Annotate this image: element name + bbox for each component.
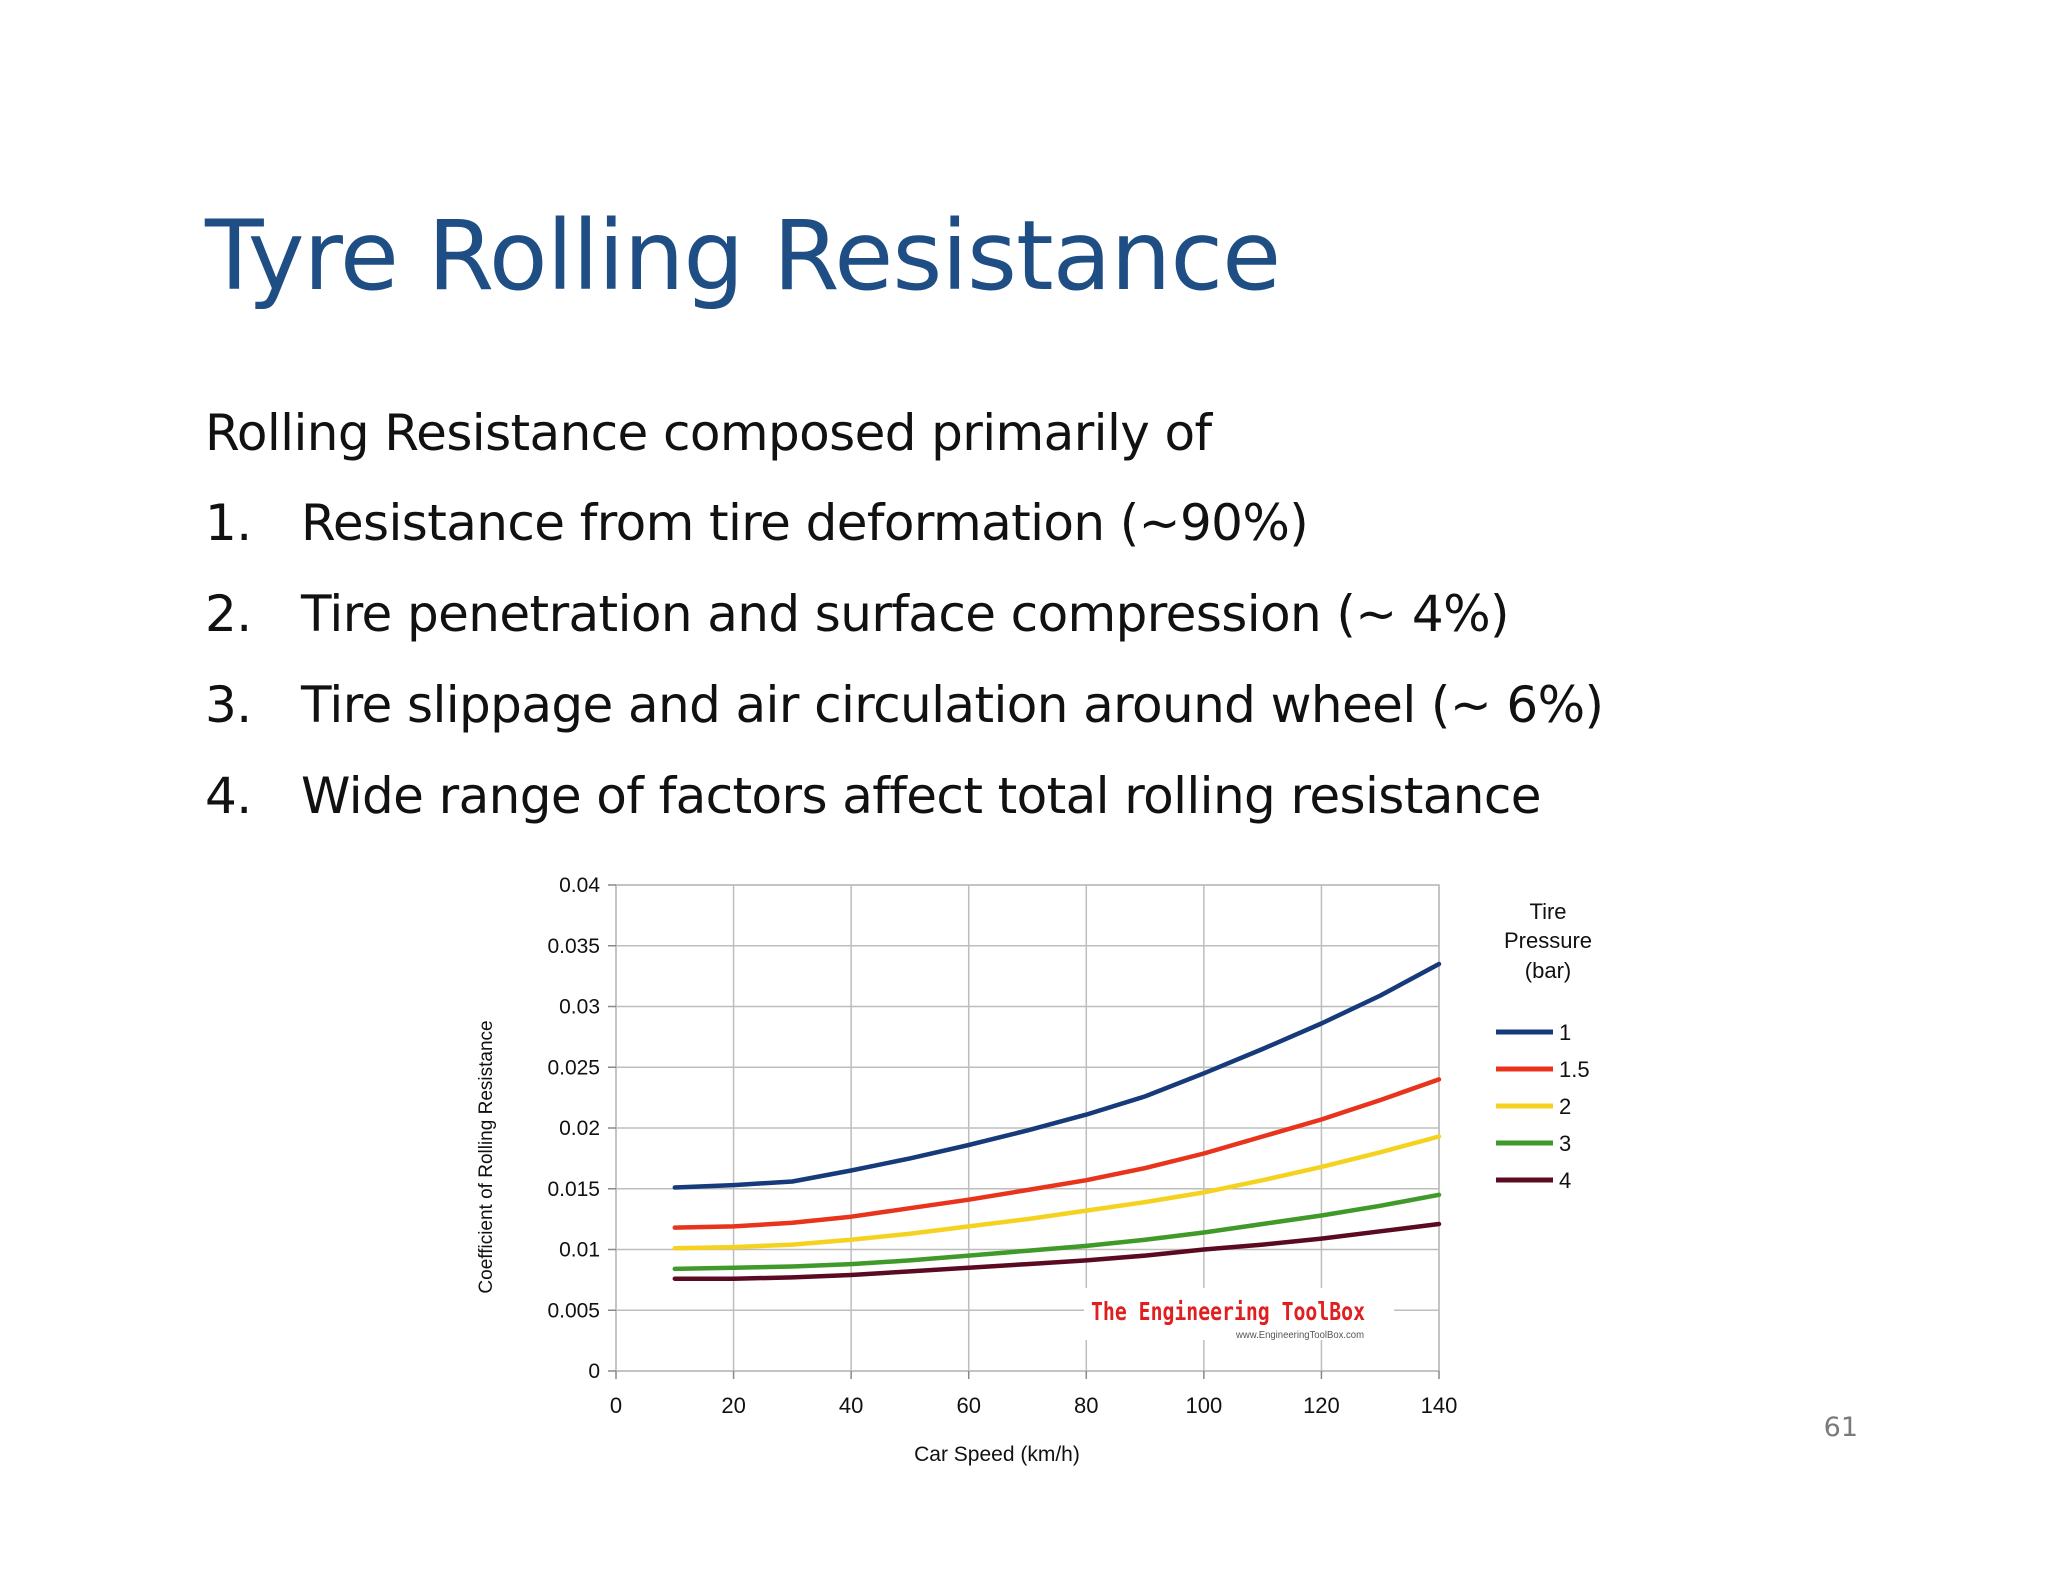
x-tick-label: 140 [1421, 1393, 1458, 1418]
y-tick-label: 0.015 [547, 1178, 600, 1201]
list-item-number: 2. [205, 585, 252, 643]
watermark-logo: The Engineering ToolBox [1091, 1297, 1365, 1326]
x-tick-label: 40 [839, 1393, 863, 1418]
list-item-text: Tire slippage and air circulation around… [301, 676, 1604, 734]
x-tick-label: 100 [1185, 1393, 1222, 1418]
series-line-1 [672, 961, 1442, 1190]
legend-label-1: 1 [1559, 1020, 1571, 1045]
page-number: 61 [1823, 1412, 1858, 1443]
chart-svg: 0 0.005 0.01 0.015 0.02 0.025 0.03 0.035 0.04 0 20… [476, 874, 1592, 1466]
watermark-background [1084, 1288, 1394, 1340]
list-item-text: Resistance from tire deformation (∼90%) [301, 494, 1309, 552]
y-tick-label: 0.005 [547, 1299, 600, 1322]
list-item-number: 4. [205, 767, 252, 825]
y-tick-label: 0.04 [559, 874, 600, 897]
list-item: 2. Tire penetration and surface compress… [205, 581, 1905, 672]
legend-label-3: 3 [1559, 1131, 1571, 1156]
slide-body: Rolling Resistance composed primarily of… [205, 400, 1905, 854]
y-tick-label: 0.01 [559, 1239, 600, 1262]
series-line-1.5 [672, 1077, 1442, 1230]
x-tick-label: 120 [1303, 1393, 1340, 1418]
x-axis-label: Car Speed (km/h) [914, 1443, 1080, 1466]
chart-watermark: The Engineering ToolBox www.EngineeringT… [1084, 1288, 1394, 1341]
y-tick-label: 0.035 [547, 935, 600, 958]
list-item-text: Tire penetration and surface compression… [301, 585, 1510, 643]
list-item-text: Wide range of factors affect total rolli… [301, 767, 1541, 825]
legend-title-line: Pressure [1504, 928, 1592, 953]
list-item: 3. Tire slippage and air circulation aro… [205, 672, 1905, 763]
y-tick-label: 0.02 [559, 1117, 600, 1140]
rolling-resistance-chart: 0 0.005 0.01 0.015 0.02 0.025 0.03 0.035 0.04 0 20… [460, 860, 1640, 1500]
y-tick-label: 0 [588, 1360, 600, 1383]
legend-title-line: Tire [1529, 899, 1566, 924]
list-item: 4. Wide range of factors affect total ro… [205, 763, 1905, 854]
legend-title-line: (bar) [1525, 958, 1571, 983]
legend-items: 1 1.5 2 3 4 [1496, 1020, 1590, 1193]
list-item-number: 3. [205, 676, 252, 734]
chart-legend: Tire Pressure (bar) 1 1.5 2 3 4 [1496, 899, 1592, 1193]
watermark-url: www.EngineeringToolBox.com [1235, 1330, 1364, 1341]
series-line-3 [672, 1192, 1442, 1272]
legend-label-1.5: 1.5 [1559, 1057, 1590, 1082]
x-tick-label: 80 [1074, 1393, 1098, 1418]
legend-label-2: 2 [1559, 1094, 1571, 1119]
slide-title: Tyre Rolling Resistance [205, 200, 1281, 312]
series-line-4 [672, 1221, 1442, 1281]
y-tick-label: 0.025 [547, 1056, 600, 1079]
y-axis-label: Coefficient of Rolling Resistance [476, 1020, 497, 1293]
intro-text: Rolling Resistance composed primarily of [205, 404, 1212, 462]
y-tick-label: 0.03 [559, 996, 600, 1019]
chart-series [672, 961, 1442, 1281]
x-tick-label: 0 [610, 1393, 622, 1418]
chart-axes: 0 0.005 0.01 0.015 0.02 0.025 0.03 0.035 0.04 0 20… [547, 874, 1457, 1418]
x-tick-label: 20 [721, 1393, 745, 1418]
list-item-number: 1. [205, 494, 252, 552]
x-tick-label: 60 [956, 1393, 980, 1418]
numbered-list: 1. Resistance from tire deformation (∼90… [205, 490, 1905, 854]
series-line-2 [672, 1134, 1442, 1251]
list-item: 1. Resistance from tire deformation (∼90… [205, 490, 1905, 581]
legend-label-4: 4 [1559, 1168, 1571, 1193]
chart-labels: Car Speed (km/h) Coefficient of Rolling … [476, 1020, 1080, 1466]
